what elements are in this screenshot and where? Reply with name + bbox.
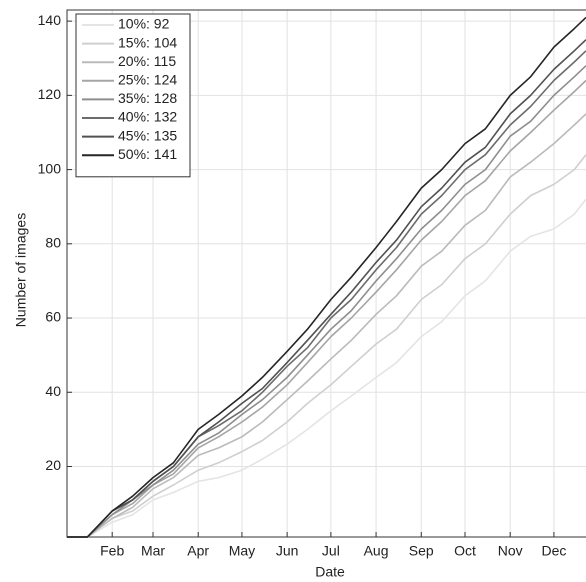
legend-label: 50%: 141 (118, 146, 177, 162)
legend-label: 25%: 124 (118, 72, 177, 88)
x-tick-label: May (229, 543, 255, 559)
y-axis-label: Number of images (13, 213, 29, 327)
series-line (67, 65, 586, 538)
x-tick-label: Apr (187, 543, 209, 559)
y-tick-label: 40 (45, 383, 61, 399)
x-axis-label: Date (315, 564, 345, 580)
y-tick-label: 120 (38, 86, 62, 102)
legend-label: 15%: 104 (118, 34, 177, 50)
y-tick-label: 80 (45, 235, 61, 251)
legend-label: 20%: 115 (118, 53, 176, 69)
legend-box (75, 13, 191, 178)
y-tick-label: 20 (45, 457, 61, 473)
series-line (67, 113, 586, 538)
legend-label: 40%: 132 (118, 109, 177, 125)
x-tick-label: Dec (541, 543, 566, 559)
series-line (67, 198, 586, 538)
x-tick-label: Sep (409, 543, 434, 559)
y-tick-label: 140 (38, 12, 62, 28)
legend-label: 45%: 135 (118, 127, 177, 143)
plot-frame (66, 9, 586, 538)
x-tick-label: Mar (141, 543, 165, 559)
x-tick-label: Aug (364, 543, 389, 559)
legend-label: 35%: 128 (118, 90, 177, 106)
legend-label: 10%: 92 (118, 16, 170, 32)
x-tick-label: Jun (276, 543, 299, 559)
series-line (67, 39, 586, 538)
x-tick-label: Jul (322, 543, 340, 559)
series-line (67, 16, 586, 538)
x-tick-label: Nov (498, 543, 523, 559)
x-tick-label: Feb (100, 543, 124, 559)
x-tick-label: Oct (454, 543, 476, 559)
y-tick-label: 60 (45, 309, 61, 325)
series-line (67, 154, 586, 538)
y-tick-label: 100 (38, 160, 62, 176)
